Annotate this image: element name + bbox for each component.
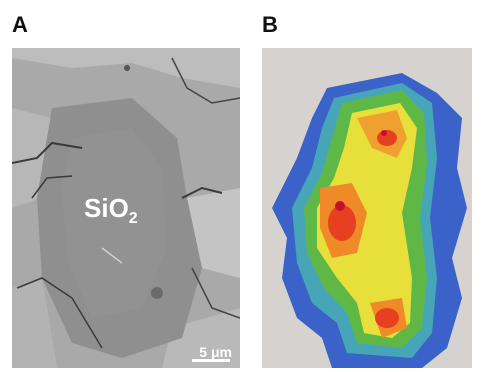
elemental-map: [262, 48, 472, 368]
mineral-label: SiO2: [84, 193, 138, 228]
scale-bar-label: 5 μm: [199, 344, 232, 360]
sem-micrograph: SiO2 5 μm: [12, 48, 240, 368]
scale-bar: [192, 359, 230, 362]
sem-image: [12, 48, 240, 368]
panel-label-a: A: [12, 12, 28, 37]
panel-label-b: B: [262, 12, 278, 37]
heatmap-image: [262, 48, 472, 368]
